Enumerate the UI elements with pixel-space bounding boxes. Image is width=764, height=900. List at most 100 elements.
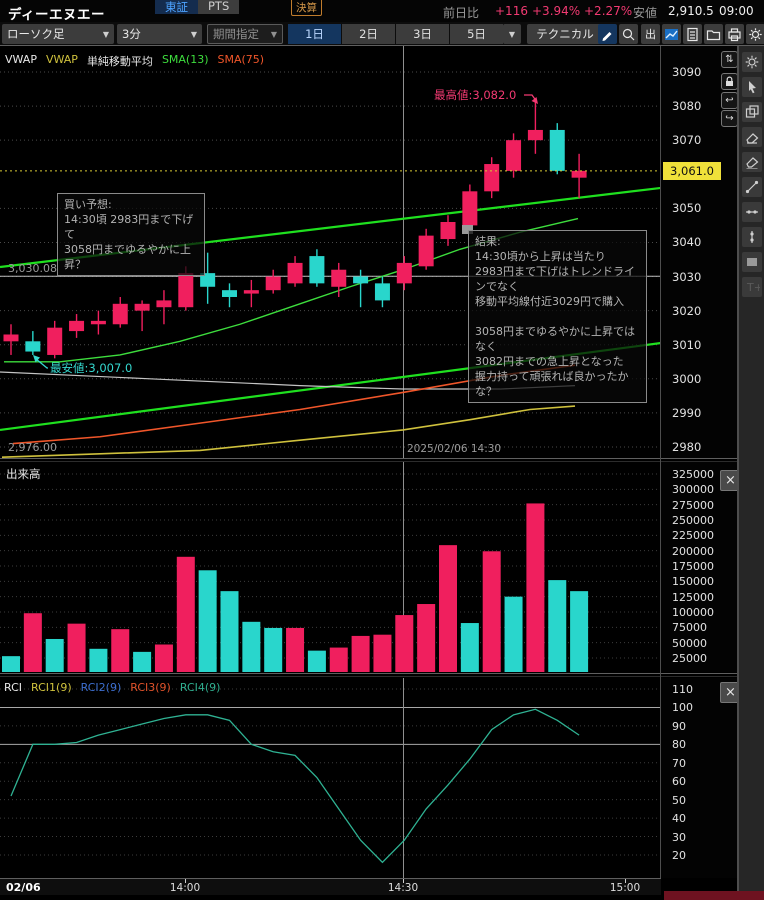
chart-button[interactable] <box>662 24 681 44</box>
rci-tick-50: 50 <box>672 793 686 807</box>
chevron-down-icon: ▼ <box>102 29 109 39</box>
rci-legend-item-4: RCI4(9) <box>179 681 221 694</box>
volume-tick-250000: 250000 <box>672 514 714 527</box>
text-icon: T+ <box>746 281 760 294</box>
time-tick-mark <box>403 879 404 883</box>
price-tick-3020: 3020 <box>672 303 702 318</box>
range-more-dropdown[interactable]: ▼ <box>503 24 521 44</box>
price-tick-3000: 3000 <box>672 371 702 386</box>
chart-type-value: ローソク足 <box>7 27 65 41</box>
time-tick-15:00: 15:00 <box>609 882 641 894</box>
close-volume-panel-button[interactable]: × <box>720 470 738 491</box>
pencil-button[interactable] <box>598 24 617 44</box>
lock-scale-button[interactable] <box>721 73 738 90</box>
text-tool-button[interactable]: T+ <box>742 277 762 297</box>
price-tick-3090: 3090 <box>672 65 702 79</box>
undo-button[interactable]: ↩ <box>721 92 738 109</box>
technical-button[interactable]: テクニカル <box>527 24 603 44</box>
result-note-box[interactable]: 結果: 14:30頃から上昇は当たり 2983円まで下げはトレンドラインでなく 移動平… <box>468 230 647 403</box>
market-tabs: 東証 PTS <box>155 0 240 14</box>
rci-tick-110: 110 <box>672 683 693 696</box>
legend-item-4: SMA(75) <box>217 53 265 66</box>
low-label: 安値 <box>633 6 658 20</box>
note-line: 3058円までゆるやかに上昇ではなく <box>475 325 635 353</box>
interval-select[interactable]: 3分 ▼ <box>117 24 202 44</box>
volume-axis[interactable]: × 325000 300000 275000 250000 225000 200000 17… <box>661 462 738 672</box>
volume-tick-200000: 200000 <box>672 544 714 558</box>
current-price-badge: 3,061.0 <box>663 161 721 180</box>
folder-button[interactable] <box>704 24 723 44</box>
range-tab-5日[interactable]: 5日 <box>450 24 503 44</box>
volume-tick-325000: 325000 <box>672 468 714 481</box>
print-button[interactable] <box>725 24 744 44</box>
vertical-line-tool-button[interactable] <box>742 227 762 247</box>
settings-button[interactable] <box>746 24 764 44</box>
range-tab-3日[interactable]: 3日 <box>396 24 449 44</box>
report-icon <box>687 27 698 41</box>
cursor-tool-button[interactable] <box>742 77 762 97</box>
volume-tick-225000: 225000 <box>672 529 714 543</box>
trend-line-tool-button[interactable] <box>742 177 762 197</box>
rci-panel-plot[interactable]: RCI RCI1(9) RCI2(9) RCI3(9) RCI4(9) <box>0 678 661 878</box>
zoom-123-button[interactable] <box>619 24 638 44</box>
note-line: 結果: <box>475 235 501 248</box>
note-line <box>475 309 640 324</box>
price-tick-2980: 2980 <box>672 439 702 454</box>
redo-button[interactable]: ↪ <box>721 110 738 127</box>
price-tick-3010: 3010 <box>672 337 702 352</box>
header: ディーエヌエー 東証 PTS 決算 前日比 +116 +3.94% +2.27% … <box>0 0 764 23</box>
rci-legend-item-0: RCI <box>4 681 23 694</box>
eraser-tool-button[interactable] <box>742 127 762 147</box>
settings-tool-button[interactable] <box>742 52 762 72</box>
eraser-all-tool-button[interactable] <box>742 152 762 172</box>
legend-item-0: VWAP <box>5 53 37 66</box>
settings-icon <box>745 55 759 69</box>
report-button[interactable] <box>683 24 702 44</box>
interval-value: 3分 <box>122 27 141 41</box>
range-tab-2日[interactable]: 2日 <box>342 24 395 44</box>
period-select[interactable]: 期間指定 ▼ <box>207 24 283 44</box>
note-line: 2983円まで下げはトレンドラインでなく <box>475 265 635 293</box>
range-tab-1日[interactable]: 1日 <box>288 24 341 44</box>
rectangle-tool-button[interactable] <box>742 252 762 272</box>
volume-tick-75000: 75000 <box>672 621 707 635</box>
fit-scale-button[interactable]: ⇅ <box>721 51 738 68</box>
export-button[interactable]: 出 <box>641 24 660 44</box>
cursor-icon <box>749 81 756 94</box>
volume-tick-25000: 25000 <box>672 652 707 665</box>
time-axis[interactable]: 02/06 14:00 14:30 15:00 <box>0 878 661 895</box>
legend-item-2: 単純移動平均 <box>86 55 153 68</box>
pencil-icon <box>602 31 612 41</box>
volume-panel-plot[interactable]: 出来高 <box>0 462 661 672</box>
volume-tick-100000: 100000 <box>672 606 714 619</box>
chart-type-select[interactable]: ローソク足 ▼ <box>2 24 114 44</box>
rci-tick-40: 40 <box>672 812 686 826</box>
volume-tick-150000: 150000 <box>672 575 714 589</box>
volume-tick-300000: 300000 <box>672 483 714 497</box>
folder-icon <box>706 29 721 40</box>
close-rci-panel-button[interactable]: × <box>720 682 738 703</box>
main-chart-plot[interactable]: VWAP VWAP 単純移動平均 SMA(13) SMA(75) 最高値:3,082.0… <box>0 46 661 458</box>
bottom-right-strip <box>664 891 764 900</box>
rci-tick-80: 80 <box>672 738 686 752</box>
rci-legend-item-1: RCI1(9) <box>31 681 72 694</box>
volume-tick-275000: 275000 <box>672 498 714 512</box>
market-tab-東証[interactable]: 東証 <box>155 0 198 14</box>
duplicate-tool-button[interactable] <box>742 102 762 122</box>
rci-tick-90: 90 <box>672 719 686 733</box>
note-line: 14:30頃 2983円まで下げて <box>64 213 194 241</box>
rci-axis[interactable]: × 110 100 90 80 70 60 50 40 30 20 <box>661 678 738 878</box>
print-icon <box>728 27 741 41</box>
price-axis[interactable]: 3,061.0 ⇅ ↩ ↪ 3090 3080 3070 3050 3040 3030 30… <box>661 46 738 458</box>
prediction-note-box[interactable]: 買い予想: 14:30頃 2983円まで下げて 3058円までゆるやかに上昇？ <box>57 193 205 276</box>
earnings-badge[interactable]: 決算 <box>291 0 322 16</box>
main-chart-legend: VWAP VWAP 単純移動平均 SMA(13) SMA(75) <box>5 53 264 69</box>
level-lower-label: 2,976.00 <box>8 441 57 454</box>
note-line: 14:30頃から上昇は当たり <box>475 250 606 263</box>
drawing-tools-panel: T+ <box>738 46 764 895</box>
market-tab-PTS[interactable]: PTS <box>198 0 240 14</box>
price-tick-3040: 3040 <box>672 235 702 250</box>
horizontal-line-tool-button[interactable] <box>742 202 762 222</box>
settings-icon <box>749 27 762 41</box>
volume-tick-50000: 50000 <box>672 636 707 650</box>
